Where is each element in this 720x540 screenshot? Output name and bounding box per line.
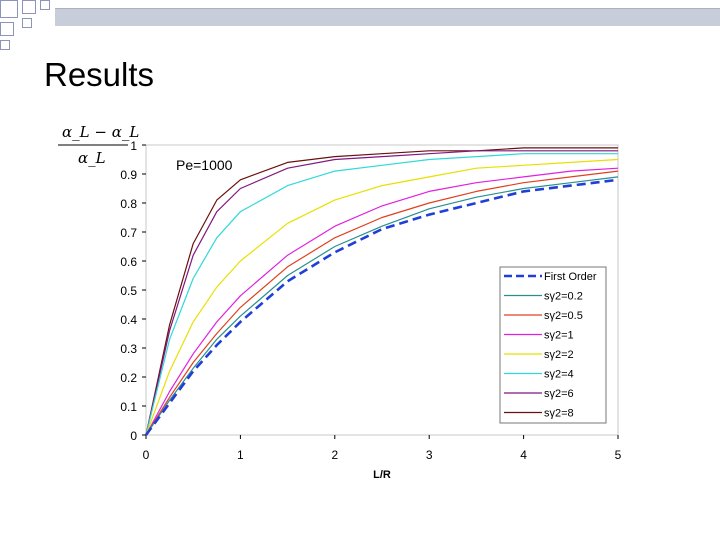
series-line-6 (145, 150, 618, 436)
y-tick-label: 0.8 (120, 197, 137, 211)
x-tick-label: 3 (426, 448, 433, 462)
slide-title: Results (44, 56, 155, 93)
y-tick-labels: 0 0.1 0.2 0.3 0.4 0.5 0.6 0.7 0.8 0.9 1 (120, 139, 146, 443)
x-tick-label: 1 (237, 448, 244, 462)
annotation-pe: Pe=1000 (176, 157, 233, 173)
y-axis-label-denominator: α_L (78, 149, 106, 167)
legend-label-6: sγ2=6 (544, 388, 574, 400)
decor-square (22, 18, 32, 28)
y-tick-label: 0.5 (120, 284, 137, 298)
decor-square (0, 40, 10, 50)
decor-square (0, 22, 14, 36)
y-tick-label: 0.2 (120, 371, 137, 385)
legend-label-7: sγ2=8 (544, 408, 574, 420)
legend-label-3: sγ2=1 (544, 330, 574, 342)
series-line-5 (145, 153, 618, 436)
series-line-7 (145, 147, 618, 436)
legend-label-1: sγ2=0.2 (544, 291, 583, 303)
x-axis-label: L/R (373, 469, 391, 481)
decor-square (40, 0, 50, 10)
x-tick-label: 5 (615, 448, 622, 462)
series-line-2 (145, 170, 619, 436)
legend-label-2: sγ2=0.5 (544, 310, 583, 322)
decor-square (22, 0, 36, 14)
legend: First Order sγ2=0.2 sγ2=0.5 sγ2=1 sγ2=2 sγ2=4… (499, 266, 607, 424)
legend-label-4: sγ2=2 (544, 349, 574, 361)
y-tick-label: 0.9 (120, 168, 137, 182)
x-tick-label: 4 (520, 448, 527, 462)
series-line-3 (145, 167, 619, 436)
y-tick-label: 0.1 (120, 400, 137, 414)
legend-label-0: First Order (544, 271, 597, 283)
x-tick-label: 2 (331, 448, 338, 462)
y-tick-label: 0.6 (120, 255, 137, 269)
decor-square (0, 0, 18, 18)
x-tick-labels: 0 1 2 3 4 5 (143, 435, 622, 462)
annotation-background (174, 153, 236, 175)
series-lines (144, 147, 619, 436)
y-tick-label: 0.4 (120, 313, 137, 327)
legend-box (499, 266, 607, 424)
legend-label-5: sγ2=4 (544, 369, 574, 381)
y-tick-label: 0.7 (120, 226, 137, 240)
title-rule (55, 8, 720, 26)
y-tick-label: 1 (130, 139, 137, 153)
y-tick-label: 0.3 (120, 342, 137, 356)
x-tick-label: 0 (143, 448, 150, 462)
y-axis-label-numerator: α_L − α_L (62, 123, 139, 141)
series-line-1 (145, 176, 619, 436)
series-line-4 (145, 158, 619, 436)
series-line-0 (144, 178, 619, 436)
y-tick-label: 0 (130, 429, 137, 443)
